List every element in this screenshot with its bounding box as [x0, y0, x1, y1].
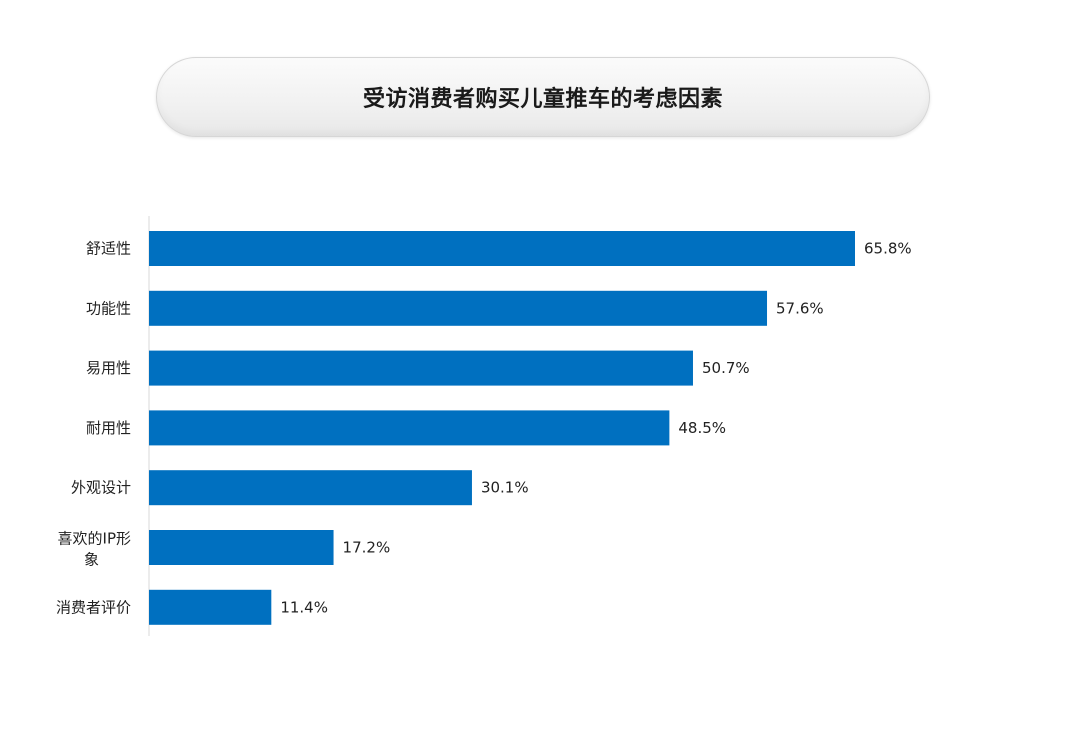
value-label-3: 50.7%	[702, 359, 750, 377]
chart-title: 受访消费者购买儿童推车的考虑因素	[362, 87, 723, 112]
bar-4	[149, 410, 670, 446]
category-label-6: 喜欢的IP形象	[58, 530, 131, 569]
category-label-3: 易用性	[86, 359, 131, 377]
category-label-1: 舒适性	[86, 240, 131, 258]
bar-3	[149, 350, 693, 386]
bar-6	[149, 530, 334, 565]
bar-5	[149, 470, 472, 506]
value-label-6: 17.2%	[343, 539, 391, 557]
category-label-7: 消费者评价	[56, 598, 131, 616]
bar-7	[149, 589, 272, 625]
category-label-4: 耐用性	[86, 419, 131, 437]
chart-title-banner: 受访消费者购买儿童推车的考虑因素	[156, 57, 930, 137]
value-label-4: 48.5%	[678, 419, 726, 437]
value-label-1: 65.8%	[864, 240, 912, 258]
value-label-7: 11.4%	[280, 598, 328, 616]
value-label-5: 30.1%	[481, 479, 529, 497]
category-label-2: 功能性	[86, 299, 131, 317]
bar-2	[149, 290, 768, 326]
bar-1	[149, 231, 855, 266]
category-label-5: 外观设计	[71, 479, 131, 497]
value-label-2: 57.6%	[776, 299, 824, 317]
